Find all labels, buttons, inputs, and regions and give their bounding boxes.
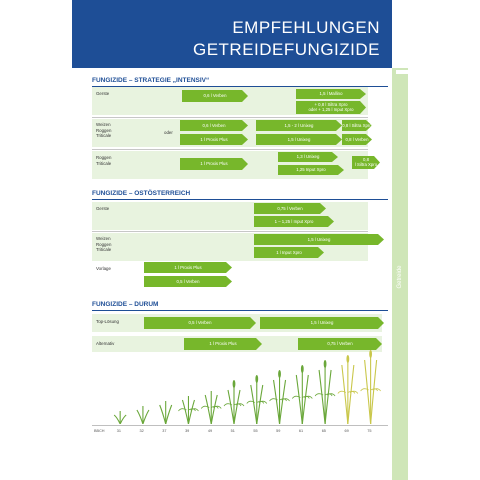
treatment-arrow: 0,6 l Verben (182, 90, 248, 102)
section-title-intensiv: FUNGIZIDE – STRATEGIE „INTENSIV“ (92, 77, 210, 84)
plant-stage-55 (246, 375, 268, 424)
plant-stage-69 (337, 355, 359, 424)
sidebar-label: Getreide (397, 265, 403, 289)
plant-stage-32 (136, 406, 150, 424)
treatment-arrow: 0,6 l Verben (180, 120, 248, 131)
row-separator (92, 149, 368, 150)
row-label: Weizen Roggen Triticale (96, 236, 112, 252)
treatment-arrow: 0,8 l Siltra Xpro (342, 120, 372, 131)
sidebar-label-box: Getreide (394, 250, 406, 310)
header-banner: EMPFEHLUNGEN GETREIDEFUNGIZIDE (72, 0, 392, 68)
treatment-arrow: 1 l Input Xpro (254, 247, 324, 258)
growth-stage-label: 32 (139, 429, 144, 433)
growth-stage-label: 61 (298, 429, 304, 433)
treatment-arrow: 1,5 - 2 l Unixeg (256, 120, 342, 131)
plant-stage-37 (159, 401, 173, 424)
growth-stage-label: 31 (116, 429, 121, 433)
growth-stage-label: BBCH (94, 429, 105, 433)
treatment-arrow: 1 l Proxis Plus (180, 158, 248, 170)
growth-stage-label: 49 (207, 429, 213, 433)
growth-stage-label: 51 (230, 429, 235, 433)
plant-stage-39 (178, 396, 199, 424)
row-label: Gerste (96, 91, 110, 96)
growth-stage-label: 69 (344, 429, 349, 433)
treatment-arrow: 1 l Proxis Plus (144, 262, 232, 273)
plant-stage-75 (360, 350, 381, 424)
row-label: Weizen Roggen Triticale (96, 122, 112, 138)
section-rule (92, 310, 388, 311)
plant-stage-51 (223, 380, 245, 424)
growth-stage-plants (113, 350, 381, 424)
section-rule (92, 199, 388, 200)
row-label: Vorlage (96, 266, 111, 271)
plant-stage-31 (113, 411, 127, 424)
treatment-arrow: 1,5 l Unixeg (256, 134, 342, 145)
row-separator (92, 231, 368, 232)
treatment-arrow: 1,5 l Mallino (296, 89, 366, 99)
row-label: Alternativ (96, 341, 115, 346)
treatment-arrow: + 0,8 l Siltra Xpro oder + 1,25 l Input … (296, 101, 366, 114)
plant-stage-61 (291, 365, 313, 424)
treatment-arrow: 1 l Proxis Plus (180, 134, 248, 145)
treatment-arrow: 1 l Proxis Plus (184, 338, 262, 350)
row-separator (92, 117, 368, 118)
treatment-arrow: 1,5 l Unixeg (254, 234, 384, 245)
section-title-durum: FUNGIZIDE – DURUM (92, 301, 159, 308)
treatment-arrow: 0,5 l Verben (144, 276, 232, 287)
growth-stage-label: 65 (321, 429, 326, 433)
treatment-arrow: 0,5 l Verben (144, 317, 256, 329)
row-label: Roggen Triticale (96, 155, 112, 166)
treatment-arrow: 1,5 l Unixeg (260, 317, 384, 329)
growth-axis (92, 425, 388, 426)
treatment-arrow: 1,3 l Unixeg (278, 152, 338, 162)
plant-stage-59 (269, 370, 290, 424)
oder-label: oder (164, 130, 173, 135)
growth-stage-label: 55 (253, 429, 258, 433)
growth-stage-label: 59 (276, 429, 281, 433)
header-title-line2: GETREIDEFUNGIZIDE (192, 40, 380, 59)
growth-stage-label: 39 (185, 429, 190, 433)
treatment-arrow: 1,25 Input Xpro (278, 165, 344, 175)
row-label: Top-Lösung (96, 319, 119, 324)
plant-stage-65 (314, 360, 336, 424)
treatment-arrow: 0,75 l Verben (298, 338, 382, 350)
treatment-arrow: 0,8 l Verben (342, 134, 372, 145)
section-rule (92, 86, 388, 87)
sidebar-strip (392, 68, 408, 480)
treatment-arrow: 0,8 l Siltra Xpro (352, 156, 380, 169)
treatment-arrow: 1 – 1,25 l Input Xpro (254, 216, 334, 227)
header-title-line1: EMPFEHLUNGEN (232, 18, 380, 37)
section-title-ostoesterreich: FUNGIZIDE – OSTÖSTERREICH (92, 190, 191, 197)
sidebar-tab (396, 70, 408, 74)
plant-stage-49 (200, 391, 222, 424)
growth-stage-label: 37 (162, 429, 167, 433)
growth-stage-label: 75 (367, 429, 372, 433)
row-label: Gerste (96, 206, 110, 211)
treatment-arrow: 0,75 l Verben (254, 203, 326, 214)
